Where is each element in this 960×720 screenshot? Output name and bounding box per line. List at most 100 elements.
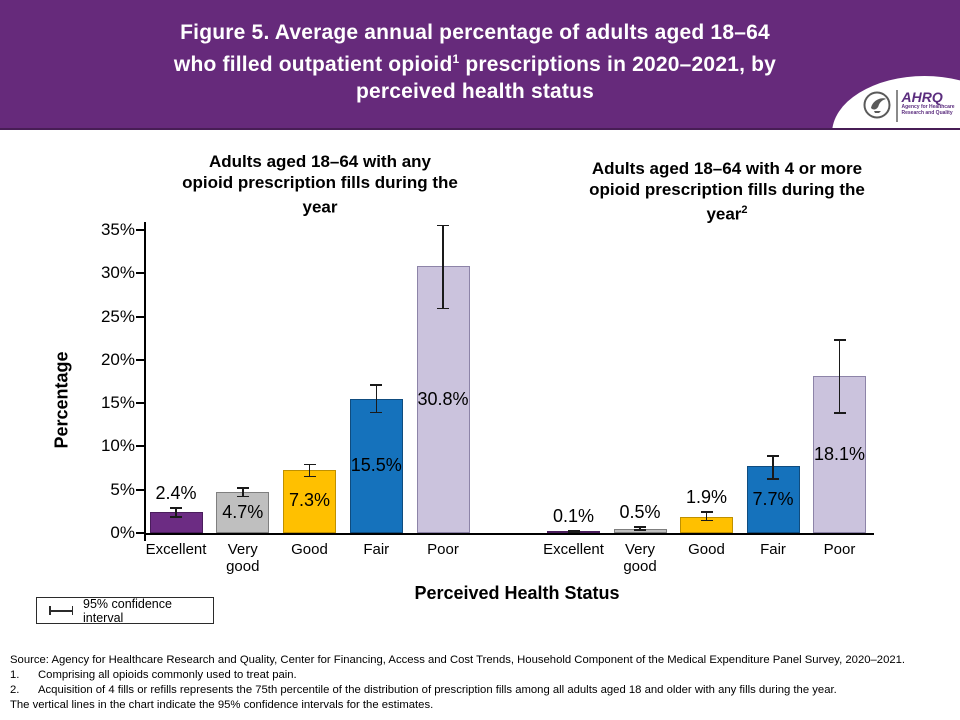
error-bar-cap-bottom bbox=[236, 495, 249, 498]
error-bar-line bbox=[705, 511, 708, 521]
error-bar-cap-top bbox=[370, 384, 383, 386]
y-tick-label: 25% bbox=[100, 306, 135, 326]
x-category-label: Poor bbox=[823, 541, 856, 558]
y-tick-label: 30% bbox=[100, 263, 135, 283]
footnote-1-text: Comprising all opioids commonly used to … bbox=[38, 669, 297, 681]
figure-header: Figure 5. Average annual percentage of a… bbox=[0, 0, 960, 130]
footnote-2-number: 2. bbox=[10, 684, 20, 696]
ahrq-wordmark: AHRQ Agency for Healthcare Research and … bbox=[902, 90, 955, 116]
figure-title-line3: perceived health status bbox=[355, 80, 595, 103]
value-label: 30.8% bbox=[417, 388, 469, 409]
error-bar-cap-bottom bbox=[700, 519, 713, 522]
x-category-label: Fair bbox=[760, 541, 786, 558]
error-bar-cap-top bbox=[833, 339, 846, 341]
error-bar-cap-top bbox=[236, 487, 249, 489]
figure-title-line1: Figure 5. Average annual percentage of a… bbox=[180, 21, 770, 44]
x-category-label: Very good bbox=[623, 541, 657, 575]
error-bar-line bbox=[175, 507, 177, 518]
y-tick-mark bbox=[136, 228, 144, 231]
logo-divider bbox=[896, 90, 898, 122]
panel-title-right: Adults aged 18–64 with 4 or more opioid … bbox=[562, 158, 892, 225]
figure-title-line2a: who filled outpatient opioid bbox=[173, 53, 453, 76]
bar-fair-panel1 bbox=[349, 398, 403, 533]
x-category-label: Fair bbox=[363, 541, 390, 558]
panel-title-left: Adults aged 18–64 with any opioid prescr… bbox=[155, 151, 485, 218]
panel-left-title-line2: opioid prescription fills during the bbox=[182, 173, 458, 192]
panel-left-title-line1: Adults aged 18–64 with any bbox=[208, 152, 431, 171]
x-category-label: Very good bbox=[226, 541, 260, 575]
error-bar-line bbox=[308, 463, 311, 477]
value-label: 18.1% bbox=[813, 443, 866, 464]
error-bar-cap-bottom bbox=[170, 516, 182, 518]
panel-right-title-line3-text: year bbox=[706, 204, 742, 224]
error-bar-cap-bottom bbox=[833, 412, 846, 414]
ci-explanation-line: The vertical lines in the chart indicate… bbox=[10, 699, 434, 711]
x-category-label: Excellent bbox=[543, 541, 604, 558]
figure-title-line2b: prescriptions in 2020–2021, by bbox=[459, 53, 777, 76]
value-label: 2.4% bbox=[155, 483, 197, 504]
error-bar-cap-bottom bbox=[437, 307, 449, 310]
figure-footnotes: Source: Agency for Healthcare Research a… bbox=[10, 653, 955, 713]
confidence-interval-legend: 95% confidence interval bbox=[36, 596, 214, 625]
error-bar-cap-bottom bbox=[767, 478, 779, 480]
value-label: 1.9% bbox=[685, 487, 728, 508]
legend-label: 95% confidence interval bbox=[83, 596, 172, 625]
error-bar-line bbox=[772, 455, 774, 480]
x-category-label: Excellent bbox=[145, 541, 207, 558]
error-bar-line bbox=[242, 487, 244, 497]
panel-right-title-line1: Adults aged 18–64 with 4 or more bbox=[591, 159, 863, 178]
x-axis-line bbox=[144, 533, 874, 535]
y-axis-line bbox=[144, 222, 146, 535]
error-bar-cap-top bbox=[437, 224, 449, 227]
value-label: 0.1% bbox=[552, 506, 595, 527]
value-label: 0.5% bbox=[619, 502, 661, 523]
error-bar-cap-top bbox=[700, 511, 713, 513]
footnote-2: 2. Acquisition of 4 fills or refills rep… bbox=[10, 683, 955, 698]
x-origin-tick bbox=[144, 533, 146, 541]
error-bar-line bbox=[639, 526, 641, 531]
value-label: 7.7% bbox=[752, 488, 794, 509]
bar-good-panel1 bbox=[283, 469, 336, 533]
error-bar-icon bbox=[47, 605, 75, 616]
value-label: 7.3% bbox=[288, 490, 331, 511]
footnote-1-number: 1. bbox=[10, 669, 20, 681]
footnote-2-marker: 2 bbox=[741, 204, 748, 216]
error-bar-cap-bottom bbox=[303, 475, 316, 478]
y-tick-label: 20% bbox=[100, 349, 135, 369]
figure-title-line2: who filled outpatient opioid1 prescripti… bbox=[80, 46, 870, 78]
error-bar-cap-top bbox=[767, 455, 779, 457]
footnote-1-marker: 1 bbox=[452, 52, 460, 66]
error-bar-cap-bottom bbox=[634, 529, 646, 531]
footnote-1: 1. Comprising all opioids commonly used … bbox=[10, 668, 955, 683]
error-bar-cap-top bbox=[567, 530, 580, 532]
y-tick-mark bbox=[136, 315, 144, 318]
panel-right-title-line2: opioid prescription fills during the bbox=[589, 180, 865, 199]
bar-poor-panel1 bbox=[416, 266, 470, 533]
x-axis-title: Perceived Health Status bbox=[414, 583, 620, 603]
figure-title: Figure 5. Average annual percentage of a… bbox=[80, 19, 870, 105]
y-tick-label: 5% bbox=[110, 479, 135, 499]
x-category-label: Poor bbox=[427, 541, 459, 558]
y-tick-label: 0% bbox=[110, 523, 135, 542]
panel-left-title-line3: year bbox=[155, 193, 485, 218]
y-tick-mark bbox=[136, 488, 144, 491]
error-bar-cap-top bbox=[170, 507, 182, 509]
error-bar-line bbox=[375, 384, 377, 413]
y-tick-mark bbox=[136, 272, 144, 275]
error-bar-cap-top bbox=[303, 463, 316, 466]
panel-left-title-line3-text: year bbox=[302, 197, 338, 217]
y-tick-mark bbox=[136, 445, 144, 448]
error-bar-cap-top bbox=[634, 526, 646, 528]
y-tick-mark bbox=[136, 532, 144, 534]
panel-right-title-line3: year2 bbox=[562, 200, 892, 225]
x-category-label: Good bbox=[291, 541, 328, 558]
error-bar-cap-bottom bbox=[370, 411, 383, 414]
error-bar-cap-bottom bbox=[567, 532, 580, 534]
y-tick-label: 35% bbox=[100, 219, 135, 239]
value-label: 4.7% bbox=[222, 501, 264, 522]
value-label: 15.5% bbox=[350, 454, 402, 475]
y-tick-mark bbox=[136, 358, 144, 361]
footnote-2-text: Acquisition of 4 fills or refills repres… bbox=[38, 684, 837, 696]
y-tick-mark bbox=[136, 402, 144, 405]
